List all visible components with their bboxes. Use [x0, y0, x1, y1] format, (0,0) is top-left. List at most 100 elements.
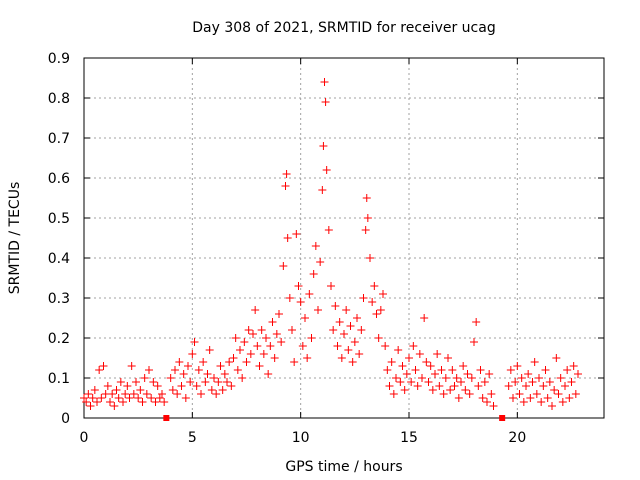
data-point: [212, 390, 221, 398]
data-point: [134, 394, 143, 402]
data-point: [110, 402, 119, 410]
data-point: [127, 362, 136, 370]
data-point: [372, 310, 381, 318]
data-point: [363, 214, 372, 222]
data-point: [524, 370, 533, 378]
data-point: [337, 354, 346, 362]
data-point: [80, 394, 88, 402]
data-point: [424, 378, 433, 386]
data-point: [415, 350, 424, 358]
data-point: [392, 374, 400, 382]
data-point: [268, 318, 277, 326]
data-point: [452, 374, 461, 382]
x-tick-label: 5: [188, 430, 197, 446]
data-point: [450, 382, 459, 390]
data-point: [314, 306, 322, 314]
data-point: [567, 378, 576, 386]
data-point: [119, 398, 127, 406]
data-point: [153, 382, 162, 390]
data-point: [361, 226, 370, 234]
data-point: [270, 354, 279, 362]
data-point: [569, 362, 578, 370]
data-point: [151, 398, 160, 406]
data-point: [266, 342, 275, 350]
data-point: [370, 282, 379, 290]
data-point: [539, 382, 548, 390]
data-point: [381, 342, 390, 350]
data-point: [264, 370, 273, 378]
x-axis-label: GPS time / hours: [285, 459, 402, 475]
data-point: [435, 382, 444, 390]
data-point: [474, 382, 483, 390]
data-point: [95, 366, 104, 374]
data-point: [116, 378, 125, 386]
data-point: [205, 346, 214, 354]
data-point: [478, 394, 487, 402]
data-point: [190, 338, 199, 346]
grid-lines: [84, 58, 604, 418]
data-point: [467, 374, 476, 382]
data-point: [166, 374, 175, 382]
data-point: [398, 362, 407, 370]
data-point: [307, 334, 316, 342]
data-point: [129, 390, 138, 398]
data-point: [441, 374, 450, 382]
data-point: [509, 394, 517, 402]
data-point: [140, 374, 149, 382]
data-point: [321, 98, 330, 106]
data-point: [463, 370, 472, 378]
data-point: [550, 386, 559, 394]
data-point: [145, 366, 153, 374]
data-point: [342, 306, 351, 314]
data-point: [389, 390, 398, 398]
data-gap-marker: [163, 415, 170, 421]
data-point: [149, 378, 158, 386]
data-point: [171, 366, 179, 374]
data-point: [160, 398, 169, 406]
y-tick-label: 0: [61, 411, 70, 427]
data-point: [303, 354, 312, 362]
data-point: [485, 370, 494, 378]
data-point: [461, 386, 470, 394]
data-point: [470, 338, 478, 346]
data-point: [229, 354, 238, 362]
data-point: [155, 394, 164, 402]
data-point: [316, 258, 325, 266]
data-point: [322, 166, 331, 174]
data-point: [457, 378, 465, 386]
data-point: [563, 366, 572, 374]
data-point: [242, 358, 251, 366]
data-point: [233, 366, 242, 374]
data-point: [175, 358, 184, 366]
data-point: [545, 378, 554, 386]
data-point: [561, 382, 569, 390]
data-point: [489, 402, 498, 410]
data-point: [262, 334, 270, 342]
data-point: [203, 370, 212, 378]
y-tick-label: 0.3: [48, 291, 70, 307]
data-point: [142, 390, 151, 398]
data-point: [368, 298, 377, 306]
data-point: [353, 314, 361, 322]
data-points: [80, 78, 582, 410]
data-point: [210, 374, 218, 382]
data-point: [281, 182, 290, 190]
data-point: [324, 226, 333, 234]
data-point: [420, 314, 429, 322]
data-point: [394, 346, 403, 354]
data-point: [90, 386, 99, 394]
data-point: [249, 330, 257, 338]
data-point: [231, 334, 240, 342]
data-point: [294, 282, 303, 290]
data-point: [319, 142, 328, 150]
data-point: [227, 382, 236, 390]
data-point: [558, 398, 567, 406]
data-point: [515, 390, 524, 398]
data-point: [532, 390, 541, 398]
data-point: [344, 346, 353, 354]
data-point: [277, 338, 286, 346]
y-tick-label: 0.1: [48, 371, 70, 387]
data-point: [177, 382, 186, 390]
data-point: [288, 326, 296, 334]
data-point: [218, 386, 227, 394]
